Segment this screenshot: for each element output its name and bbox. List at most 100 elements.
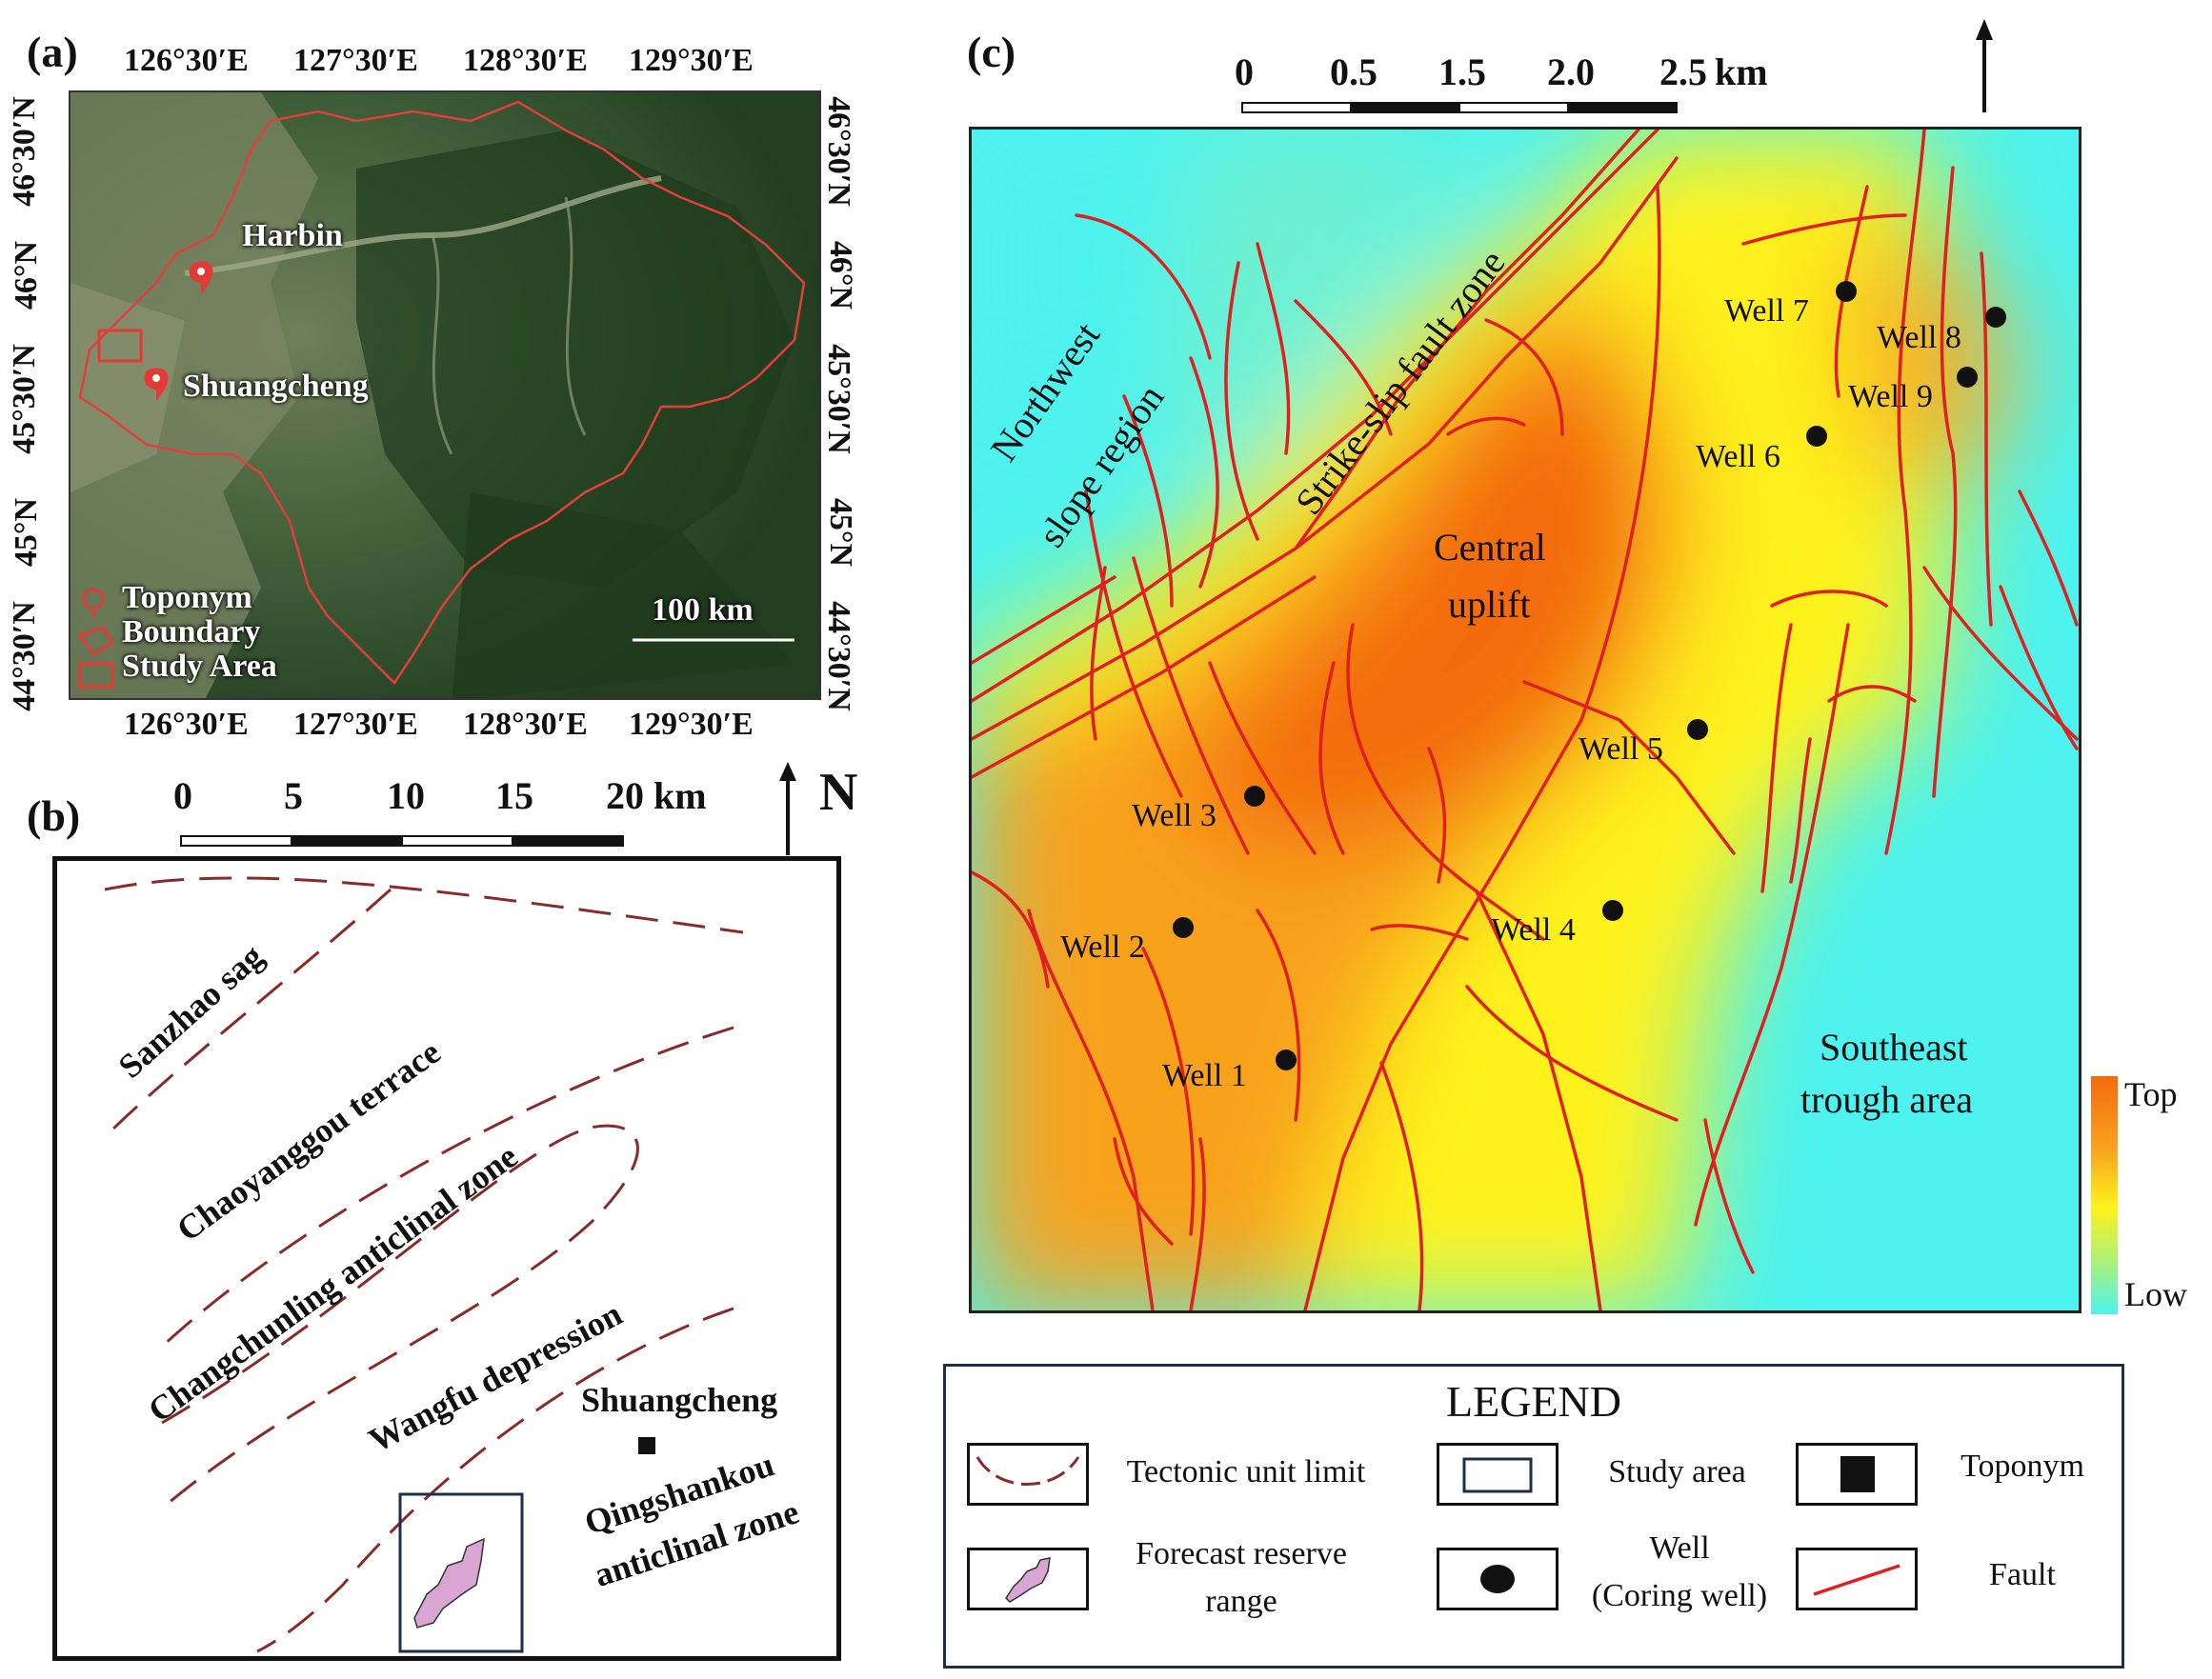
fault	[1522, 680, 1736, 855]
fault	[972, 870, 1050, 989]
lat-label-left: 45°N	[9, 497, 45, 568]
fault	[1084, 490, 1183, 798]
fault	[1256, 909, 1301, 1122]
place-harbin: Harbin	[242, 218, 343, 253]
harbin-marker	[189, 261, 213, 294]
well-9-dot	[1957, 367, 1978, 388]
legend-boundary-icon	[77, 626, 115, 657]
fault	[1256, 242, 1291, 455]
study-area-box	[97, 329, 143, 363]
lat-label-right: 46°30′N	[820, 96, 856, 207]
lon-label-bottom: 128°30′E	[463, 707, 588, 742]
region-southeast-2: trough area	[1800, 1078, 1974, 1121]
region-central-2: uplift	[1448, 583, 1531, 626]
tectonic-map: Sanzhao sag Chaoyanggou terrace Changchu…	[52, 856, 841, 1661]
forecast-reserve-shape	[413, 1537, 485, 1629]
satellite-imagery	[70, 92, 819, 698]
fault	[1090, 566, 1107, 741]
scale-c-tick: 0	[1235, 50, 1254, 93]
legend-toponym-label-c: Toponym	[1961, 1449, 2084, 1484]
well-8-dot	[1985, 307, 2006, 328]
legend-forecast-label-2: range	[1205, 1584, 1277, 1619]
scale-bar-b	[180, 835, 624, 847]
scale-b-tick: 10	[387, 774, 425, 817]
legend-study-area-icon	[78, 662, 114, 689]
colorbar-top-label: Top	[2124, 1075, 2178, 1113]
scale-c-tick: 2.5	[1659, 50, 1707, 93]
scale-bar-c	[1241, 102, 1678, 113]
well-7-dot	[1836, 281, 1857, 302]
well-3-dot	[1244, 786, 1265, 807]
colorbar	[2091, 1076, 2118, 1314]
fault	[1141, 947, 1196, 1236]
fault	[1189, 356, 1219, 589]
well-2-dot	[1173, 917, 1194, 938]
panel-c-label: (c)	[967, 28, 1016, 76]
fault	[1294, 299, 1393, 436]
legend-well-label-2: (Coring well)	[1591, 1578, 1768, 1613]
contour-fill	[972, 130, 2079, 1310]
well-3-label: Well 3	[1132, 798, 1217, 833]
fault	[1318, 661, 1345, 855]
fault	[972, 156, 1679, 741]
well-5-label: Well 5	[1579, 731, 1663, 767]
lon-label-bottom: 126°30′E	[124, 707, 249, 742]
fault	[1465, 985, 1679, 1122]
lat-label-right: 45°N	[823, 497, 859, 568]
scale-b-unit: km	[654, 774, 707, 817]
legend-title: LEGEND	[1446, 1377, 1621, 1426]
legend-box: LEGEND Tectonic unit limit Study area To…	[943, 1364, 2124, 1669]
fault	[1999, 585, 2079, 750]
well-1-label: Well 1	[1162, 1058, 1247, 1093]
fault	[1303, 185, 1661, 1310]
fault	[1789, 737, 1812, 884]
toponym-square	[638, 1437, 655, 1454]
satellite-map: Harbin Shuangcheng 100 km Toponym Bounda…	[69, 90, 821, 700]
scale-b-tick: 15	[495, 774, 533, 817]
lat-label-right: 44°30′N	[820, 601, 856, 711]
scale-b-tick: 5	[284, 774, 303, 817]
fault	[1294, 130, 1640, 550]
fault	[1694, 623, 1850, 1227]
lon-label-bottom: 129°30′E	[629, 707, 754, 742]
scale-b-tick: 0	[173, 774, 192, 817]
well-1-dot	[1276, 1049, 1297, 1070]
tectonic-limit	[160, 1026, 734, 1349]
fault	[1475, 889, 1602, 1310]
legend-tectonic-symbol	[967, 1443, 1089, 1506]
fault	[1770, 590, 1888, 608]
lat-label-left: 44°30′N	[6, 601, 42, 711]
legend-study-label: Study area	[1608, 1454, 1746, 1489]
scale-c-tick: 0.5	[1330, 50, 1377, 93]
lat-label-left: 46°30′N	[6, 96, 42, 207]
fault	[1703, 1118, 1755, 1274]
colorbar-low-label: Low	[2124, 1275, 2187, 1313]
structure-contour-map: Northwest slope region Strike-slip fault…	[969, 127, 2081, 1313]
fault	[1208, 661, 1317, 855]
legend-toponym-symbol	[1796, 1443, 1918, 1506]
legend-well-symbol	[1437, 1548, 1558, 1610]
well-5-dot	[1687, 719, 1708, 740]
legend-toponym-icon	[82, 588, 105, 618]
legend-tectonic-label: Tectonic unit limit	[1126, 1454, 1366, 1489]
scale-c-tick: 2.0	[1547, 50, 1595, 93]
tectonic-limit	[256, 1307, 734, 1653]
north-arrow-b	[779, 762, 796, 855]
fault	[972, 575, 1317, 779]
legend-forecast-label-1: Forecast reserve	[1136, 1536, 1347, 1571]
fault	[1932, 166, 1958, 798]
fault	[2018, 490, 2079, 627]
scale-c-unit: km	[1715, 50, 1768, 93]
fault	[1427, 747, 1447, 884]
shuangcheng-marker	[144, 368, 169, 401]
fault	[972, 130, 1659, 703]
legend-fault-label: Fault	[1989, 1557, 2056, 1592]
legend-study-area-label: Study Area	[122, 649, 277, 684]
study-area-outline	[398, 1492, 524, 1653]
fault	[1760, 623, 1793, 893]
fault	[1113, 1137, 1174, 1246]
fault	[1132, 556, 1250, 855]
legend-boundary-label: Boundary	[122, 614, 261, 650]
well-markers	[1173, 281, 2006, 1070]
panel-b-label: (b)	[27, 791, 81, 840]
